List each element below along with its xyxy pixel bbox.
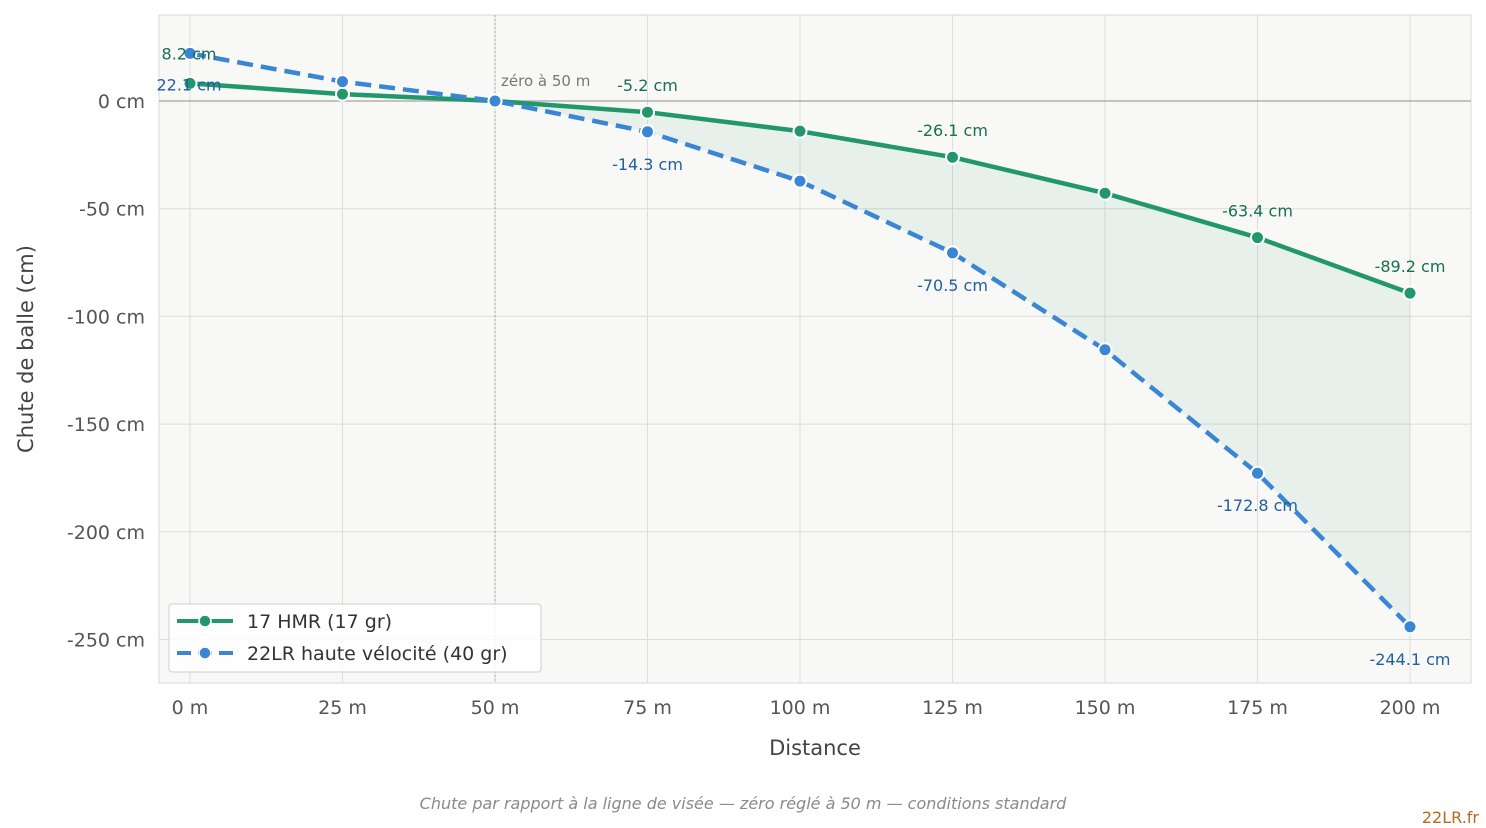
data-label-1-3: -14.3 cm	[612, 155, 683, 174]
legend-label-17hmr: 17 HMR (17 gr)	[247, 611, 392, 633]
y-tick-labels: 0 cm -50 cm -100 cm -150 cm -200 cm -250 cm	[67, 91, 145, 652]
data-point-1-0	[182, 45, 198, 61]
y-tick-label: -250 cm	[67, 630, 145, 652]
y-tick-label: -100 cm	[67, 306, 145, 328]
data-point-0-1	[335, 86, 350, 102]
fill-between-region	[495, 101, 1410, 627]
legend-marker-17hmr	[198, 614, 212, 628]
data-point-0-0	[182, 75, 198, 91]
data-point-1-1	[335, 74, 350, 90]
zero-annotation: zéro à 50 m	[501, 72, 590, 90]
data-point-0-5	[945, 149, 960, 165]
y-tick-label: -200 cm	[67, 522, 145, 544]
x-tick-label: 150 m	[1075, 697, 1136, 719]
fill-between-area	[495, 101, 1410, 627]
legend-box	[168, 603, 542, 673]
data-label-0-8: -89.2 cm	[1375, 257, 1446, 276]
data-point-0-3	[640, 104, 655, 120]
data-point-1-8	[1402, 619, 1418, 635]
data-label-0-7: -63.4 cm	[1222, 202, 1293, 221]
legend: 17 HMR (17 gr) 22LR haute vélocité (40 g…	[168, 603, 542, 673]
y-axis-label: Chute de balle (cm)	[14, 245, 38, 453]
data-point-1-6	[1097, 342, 1113, 358]
x-tick-label: 100 m	[770, 697, 831, 719]
data-labels: 8.2 cm -5.2 cm -26.1 cm -63.4 cm -89.2 cm 22.…	[156, 44, 1450, 668]
data-point-0-4	[792, 123, 808, 139]
x-tick-labels: 0 m 25 m 50 m 75 m 100 m 125 m 150 m 175 m 200 m	[172, 697, 1441, 719]
y-tick-label: -150 cm	[67, 414, 145, 436]
data-label-0-3: -5.2 cm	[617, 76, 678, 95]
x-tick-label: 125 m	[922, 697, 983, 719]
x-tick-label: 25 m	[318, 697, 367, 719]
y-tick-label: 0 cm	[98, 91, 145, 113]
plot-area	[158, 14, 1472, 684]
data-label-1-7: -172.8 cm	[1217, 496, 1298, 515]
data-point-1-2	[487, 93, 503, 109]
x-tick-label: 0 m	[172, 697, 209, 719]
data-point-0-6	[1097, 185, 1113, 201]
data-point-1-3	[640, 124, 655, 140]
y-tick-label: -50 cm	[79, 199, 145, 221]
legend-marker-22lr	[198, 646, 212, 660]
chart-caption: Chute par rapport à la ligne de visée — …	[420, 794, 1067, 813]
data-label-1-0: 22.1 cm	[156, 75, 221, 94]
data-point-1-7	[1250, 465, 1265, 481]
data-label-0-5: -26.1 cm	[917, 121, 988, 140]
x-tick-label: 50 m	[471, 697, 520, 719]
x-tick-label: 175 m	[1227, 697, 1288, 719]
legend-label-22lr: 22LR haute vélocité (40 gr)	[247, 643, 508, 665]
brand-watermark: 22LR.fr	[1422, 808, 1480, 827]
data-point-1-4	[792, 173, 808, 189]
data-label-0-0: 8.2 cm	[162, 44, 217, 63]
data-label-1-5: -70.5 cm	[917, 276, 988, 295]
zero-line	[159, 15, 1471, 683]
x-axis-label: Distance	[769, 736, 861, 760]
x-tick-label: 75 m	[623, 697, 672, 719]
data-label-1-8: -244.1 cm	[1369, 650, 1450, 669]
x-tick-label: 200 m	[1380, 697, 1441, 719]
data-point-0-7	[1250, 230, 1265, 246]
data-point-1-5	[945, 245, 960, 261]
series-points	[182, 45, 1418, 635]
data-point-0-8	[1402, 285, 1418, 301]
